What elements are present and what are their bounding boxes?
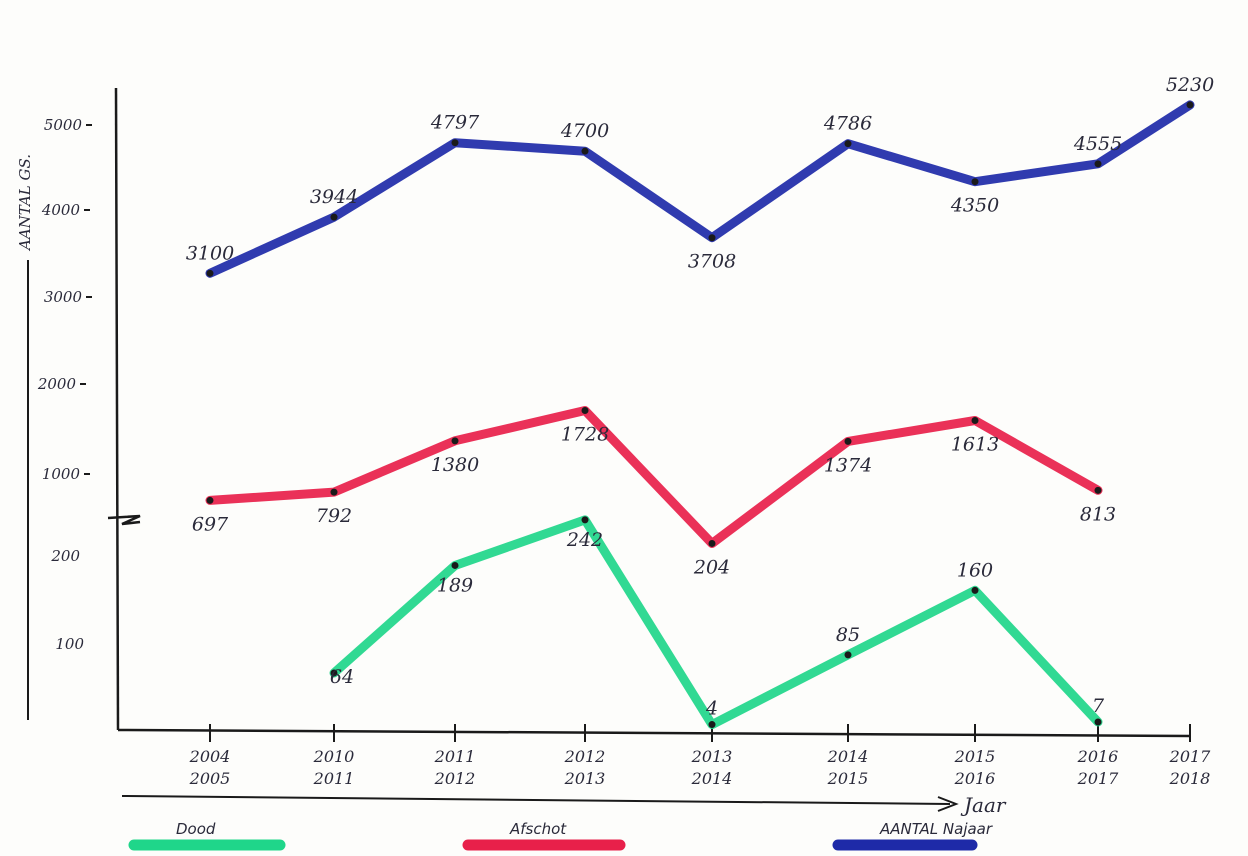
y-tick-label: 3000 (44, 288, 83, 306)
axis-break-mark (107, 514, 141, 526)
x-tick-label: 2014 (827, 747, 869, 766)
y-tick-labels: 5000 4000 3000 2000 1000 200 100 (37, 116, 92, 653)
x-tick-label-second: 2011 (313, 769, 355, 788)
x-tick-label-second: 2013 (564, 769, 606, 788)
data-point-aantal-najaar (330, 213, 338, 221)
data-point-aantal-najaar (451, 139, 459, 147)
data-label-afschot: 1380 (431, 454, 479, 476)
data-label-afschot: 204 (693, 556, 730, 578)
x-tick-label-second: 2015 (827, 769, 869, 788)
data-point-afschot (844, 437, 852, 445)
y-tick-label: 4000 (41, 201, 81, 219)
x-direction-line (121, 795, 951, 805)
data-label-aantal-najaar: 4700 (560, 120, 609, 142)
x-tick-labels: 2004 2005 2010 2011 2011 2012 2012 2013 2013 2014… (189, 724, 1212, 788)
y-tick-label: 5000 (44, 116, 83, 134)
x-tick-label-second: 2017 (1077, 769, 1120, 788)
x-tick-label: 2004 (189, 747, 231, 766)
data-point-afschot (206, 496, 214, 504)
data-label-afschot: 1728 (561, 423, 609, 445)
x-tick-label: 2013 (691, 747, 733, 766)
data-point-dood (844, 651, 852, 659)
x-tick-label: 2016 (1077, 747, 1119, 766)
series-group: 3100 3944 4797 4700 3708 4786 4350 4555 5230 697 7… (186, 74, 1214, 730)
legend: Dood Afschot AANTAL Najaar (128, 820, 993, 851)
y-axis (114, 87, 120, 731)
data-point-dood (451, 561, 459, 569)
data-point-afschot (451, 437, 459, 445)
data-point-aantal-najaar (206, 269, 214, 277)
data-point-afschot (1094, 486, 1102, 494)
x-tick-label-second: 2005 (189, 769, 231, 788)
data-label-afschot: 697 (192, 513, 229, 535)
data-label-aantal-najaar: 3100 (186, 242, 234, 264)
x-tick-label: 2011 (434, 747, 476, 766)
x-axis (117, 728, 1191, 738)
data-point-afschot (971, 417, 979, 425)
data-point-dood (971, 586, 979, 594)
data-point-aantal-najaar (971, 178, 979, 186)
y-tick-label: 2000 (37, 375, 77, 393)
data-label-aantal-najaar: 4797 (430, 112, 480, 134)
data-point-dood (581, 516, 589, 524)
y-tick-label: 100 (55, 635, 84, 653)
data-point-afschot (330, 488, 338, 496)
data-point-afschot (581, 406, 589, 414)
x-direction-arrowhead (937, 796, 959, 812)
data-point-aantal-najaar (1186, 101, 1194, 109)
x-tick-label: 2010 (313, 747, 355, 766)
data-label-afschot: 1374 (824, 454, 872, 476)
data-label-dood: 242 (566, 529, 603, 551)
data-label-dood: 160 (957, 559, 993, 581)
series-line-dood (329, 515, 1103, 730)
data-label-afschot: 1613 (951, 434, 999, 456)
data-point-dood (1094, 718, 1102, 726)
data-label-dood: 189 (437, 574, 473, 596)
data-label-aantal-najaar: 3944 (310, 186, 358, 208)
x-axis-label: Jaar (960, 793, 1007, 817)
data-label-aantal-najaar: 4786 (823, 113, 872, 135)
data-point-aantal-najaar (1094, 160, 1102, 168)
x-tick-label-second: 2018 (1169, 769, 1211, 788)
x-tick-label-second: 2016 (954, 769, 996, 788)
y-tick-label: 200 (50, 547, 80, 565)
legend-label-aantal-najaar: AANTAL Najaar (879, 820, 993, 838)
data-point-afschot (708, 539, 716, 547)
y-tick-label: 1000 (42, 465, 81, 483)
x-tick-label: 2012 (564, 747, 606, 766)
data-label-aantal-najaar: 3708 (688, 251, 736, 273)
series-line-afschot (205, 406, 1103, 548)
legend-label-dood: Dood (176, 820, 216, 838)
data-label-aantal-najaar: 4350 (950, 195, 999, 217)
data-label-dood: 4 (705, 698, 718, 720)
x-tick-label: 2017 (1169, 747, 1212, 766)
data-label-afschot: 813 (1080, 503, 1116, 525)
y-axis-label: AANTAL GS. (16, 154, 34, 252)
data-label-aantal-najaar: 4555 (1073, 133, 1122, 155)
data-point-aantal-najaar (581, 147, 589, 155)
data-label-afschot: 792 (316, 505, 352, 527)
x-tick-label: 2015 (954, 747, 996, 766)
data-label-aantal-najaar: 5230 (1166, 74, 1214, 96)
data-label-dood: 64 (330, 666, 354, 688)
x-tick-label-second: 2012 (434, 769, 476, 788)
legend-label-afschot: Afschot (509, 820, 567, 838)
data-point-aantal-najaar (844, 140, 852, 148)
data-label-dood: 85 (836, 624, 860, 646)
data-point-dood (708, 721, 716, 729)
data-point-aantal-najaar (708, 234, 716, 242)
x-tick-label-second: 2014 (691, 769, 733, 788)
data-point-dood (330, 669, 338, 677)
data-label-dood: 7 (1092, 695, 1105, 717)
